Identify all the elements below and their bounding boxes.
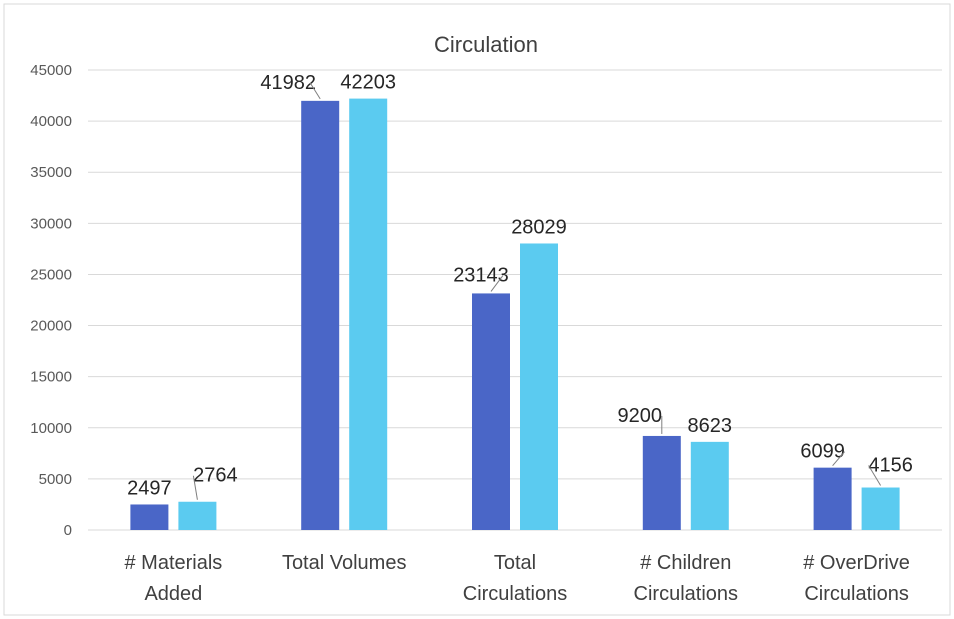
bar — [520, 243, 558, 531]
bar — [813, 467, 852, 530]
leader-line — [192, 475, 198, 500]
data-label: 28029 — [511, 216, 567, 238]
data-label: 4156 — [868, 455, 913, 477]
bar — [301, 100, 340, 530]
y-tick-label: 40000 — [30, 113, 72, 130]
data-label: 2497 — [127, 477, 172, 499]
leader-line — [490, 275, 504, 292]
x-category-label: # Materials Added — [124, 552, 222, 605]
y-tick-label: 5000 — [39, 471, 72, 488]
x-category-label: # Children Circulations — [634, 552, 738, 605]
gridlines — [88, 69, 942, 531]
y-tick-label: 0 — [64, 522, 72, 539]
y-tick-label: 10000 — [30, 420, 72, 437]
x-category-label: Total Circulations — [463, 552, 567, 605]
y-tick-label: 45000 — [30, 62, 72, 79]
leader-line — [832, 451, 845, 466]
leader-line — [309, 82, 321, 100]
data-label: 41982 — [260, 72, 316, 94]
bar — [178, 501, 217, 530]
data-label: 23143 — [453, 264, 509, 286]
bar — [349, 98, 388, 530]
data-label: 2764 — [193, 465, 238, 487]
bar — [472, 293, 510, 530]
chart-title: Circulation — [434, 32, 538, 57]
bar — [690, 441, 729, 530]
bars — [130, 98, 900, 531]
y-tick-label: 20000 — [30, 318, 72, 335]
bar — [861, 487, 900, 530]
data-label: 42203 — [340, 72, 396, 94]
x-axis-categories: # Materials Added Total Volumes Total Circul… — [124, 552, 909, 605]
y-tick-label: 25000 — [30, 266, 72, 283]
data-label: 9200 — [618, 405, 663, 427]
bar — [642, 435, 681, 530]
leader-line — [868, 465, 882, 486]
x-category-label: # OverDrive Circulations — [803, 552, 910, 605]
y-axis-ticks: 0 5000 10000 15000 20000 25000 30000 35000 40000… — [30, 62, 72, 539]
x-category-label: Total Volumes — [282, 552, 407, 574]
data-label: 8623 — [688, 415, 733, 437]
y-tick-label: 15000 — [30, 369, 72, 386]
y-tick-label: 35000 — [30, 164, 72, 181]
data-label: 6099 — [800, 441, 845, 463]
y-tick-label: 30000 — [30, 215, 72, 232]
data-labels: 2497 2764 41982 42203 23143 28029 9200 8623 6099… — [127, 72, 913, 500]
bar — [130, 504, 169, 530]
